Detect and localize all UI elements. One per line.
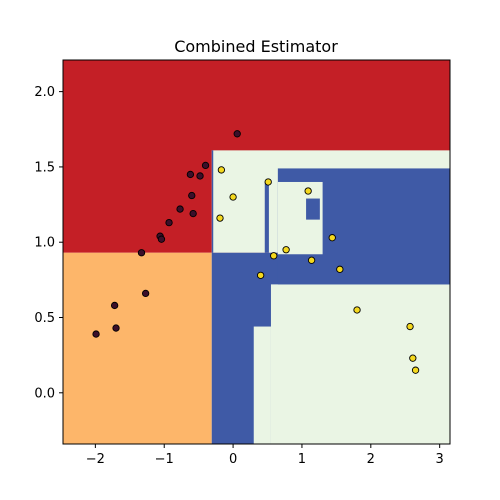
decision-region-10 xyxy=(211,150,214,253)
decision-region-4 xyxy=(270,284,450,444)
data-point-class-1-4 xyxy=(216,214,224,222)
data-point-class-0-0 xyxy=(233,130,241,138)
data-point-class-1-10 xyxy=(256,271,265,279)
data-point-class-1-6 xyxy=(282,246,290,254)
data-point-class-0-12 xyxy=(110,301,119,310)
data-point-class-1-8 xyxy=(307,256,316,264)
y-tick-label: 0.0 xyxy=(34,386,55,401)
decision-regions xyxy=(63,60,450,444)
data-point-class-0-2 xyxy=(186,170,195,179)
decision-region-1 xyxy=(63,252,212,444)
data-point-class-0-11 xyxy=(141,289,150,298)
data-point-class-0-9 xyxy=(157,235,166,243)
x-tick-label: 2 xyxy=(367,452,375,467)
data-point-class-0-7 xyxy=(165,218,173,227)
decision-region-8 xyxy=(264,181,269,253)
data-point-class-0-5 xyxy=(176,205,184,213)
data-point-class-1-14 xyxy=(411,366,420,374)
data-point-class-1-2 xyxy=(304,187,312,195)
data-point-class-1-12 xyxy=(406,322,414,331)
data-point-class-1-7 xyxy=(270,252,278,260)
data-point-class-0-4 xyxy=(188,191,196,200)
decision-region-9 xyxy=(306,198,320,220)
x-axis: −2 −1 0 1 2 3 xyxy=(86,444,444,467)
plot-frame xyxy=(62,59,451,445)
data-point-class-0-13 xyxy=(112,324,120,332)
x-tick-label: −1 xyxy=(155,452,174,467)
y-tick-label: 1.0 xyxy=(34,236,55,251)
data-point-class-0-14 xyxy=(92,330,100,338)
data-point-class-0-1 xyxy=(201,161,210,170)
data-point-class-0-6 xyxy=(189,209,197,218)
x-tick-label: 0 xyxy=(229,452,237,467)
data-point-class-0-10 xyxy=(137,249,146,257)
y-axis: 0.0 0.5 1.0 1.5 2.0 xyxy=(34,85,63,401)
y-tick-label: 1.5 xyxy=(34,160,55,175)
data-point-class-1-11 xyxy=(353,306,361,314)
chart-title: Combined Estimator xyxy=(174,37,338,56)
x-tick-label: 3 xyxy=(436,452,444,467)
y-tick-label: 2.0 xyxy=(34,85,55,100)
data-point-class-1-0 xyxy=(217,166,226,174)
y-tick-label: 0.5 xyxy=(34,311,55,326)
x-tick-label: 1 xyxy=(298,452,306,467)
data-point-class-1-3 xyxy=(229,193,237,201)
data-point-class-1-1 xyxy=(264,178,272,186)
data-point-class-0-3 xyxy=(196,172,204,180)
data-point-class-1-5 xyxy=(328,234,336,242)
decision-region-5 xyxy=(253,326,271,444)
x-tick-label: −2 xyxy=(86,452,105,467)
data-point-class-1-9 xyxy=(336,265,344,273)
data-points xyxy=(92,130,420,374)
data-point-class-1-13 xyxy=(409,354,417,362)
